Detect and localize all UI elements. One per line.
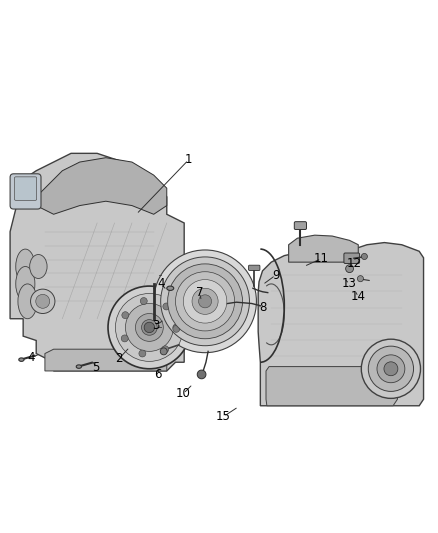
Circle shape	[162, 346, 169, 353]
Text: 14: 14	[351, 290, 366, 303]
Ellipse shape	[18, 284, 37, 319]
Circle shape	[121, 335, 128, 342]
Circle shape	[163, 303, 170, 310]
Circle shape	[160, 348, 167, 355]
Circle shape	[122, 312, 129, 319]
Circle shape	[139, 350, 146, 357]
Text: 2: 2	[115, 352, 123, 365]
Polygon shape	[45, 349, 167, 371]
Ellipse shape	[16, 266, 35, 301]
Text: 4: 4	[158, 277, 165, 290]
Text: 9: 9	[272, 269, 279, 282]
Circle shape	[144, 322, 155, 333]
Circle shape	[125, 303, 173, 351]
Polygon shape	[258, 243, 424, 406]
Text: 5: 5	[92, 361, 100, 374]
Text: 3: 3	[152, 319, 159, 332]
Ellipse shape	[19, 358, 24, 361]
Text: 15: 15	[216, 410, 231, 423]
Polygon shape	[266, 367, 397, 406]
Circle shape	[184, 279, 227, 323]
Circle shape	[31, 289, 55, 313]
Circle shape	[141, 320, 157, 335]
Circle shape	[357, 276, 364, 282]
Circle shape	[108, 286, 191, 369]
Ellipse shape	[76, 365, 81, 368]
Polygon shape	[36, 158, 167, 214]
Text: 12: 12	[346, 256, 361, 270]
Circle shape	[361, 254, 367, 260]
Circle shape	[384, 362, 398, 376]
Ellipse shape	[16, 249, 35, 284]
Circle shape	[192, 288, 218, 314]
Circle shape	[198, 295, 212, 308]
Text: 1: 1	[185, 154, 192, 166]
Text: 11: 11	[314, 252, 329, 265]
Circle shape	[368, 346, 413, 391]
Circle shape	[161, 257, 250, 346]
Circle shape	[197, 370, 206, 379]
FancyBboxPatch shape	[294, 222, 307, 230]
Ellipse shape	[167, 286, 174, 290]
FancyBboxPatch shape	[10, 174, 41, 209]
Text: 4: 4	[27, 351, 35, 365]
Circle shape	[346, 265, 353, 272]
FancyBboxPatch shape	[14, 177, 37, 200]
Ellipse shape	[30, 255, 47, 278]
Polygon shape	[10, 154, 184, 371]
Text: 10: 10	[176, 387, 191, 400]
Text: 7: 7	[196, 286, 203, 299]
Circle shape	[176, 272, 235, 331]
Circle shape	[140, 297, 147, 304]
Circle shape	[361, 339, 420, 398]
Polygon shape	[289, 235, 358, 262]
Text: 13: 13	[342, 277, 357, 290]
Text: 8: 8	[259, 301, 266, 314]
Circle shape	[173, 325, 180, 332]
Text: 6: 6	[154, 368, 162, 381]
Circle shape	[168, 264, 243, 339]
Circle shape	[36, 294, 49, 308]
FancyBboxPatch shape	[344, 253, 360, 263]
Circle shape	[135, 313, 163, 341]
FancyBboxPatch shape	[249, 265, 260, 270]
Circle shape	[116, 294, 184, 361]
Circle shape	[154, 250, 256, 353]
Circle shape	[377, 355, 405, 383]
Circle shape	[173, 324, 180, 331]
